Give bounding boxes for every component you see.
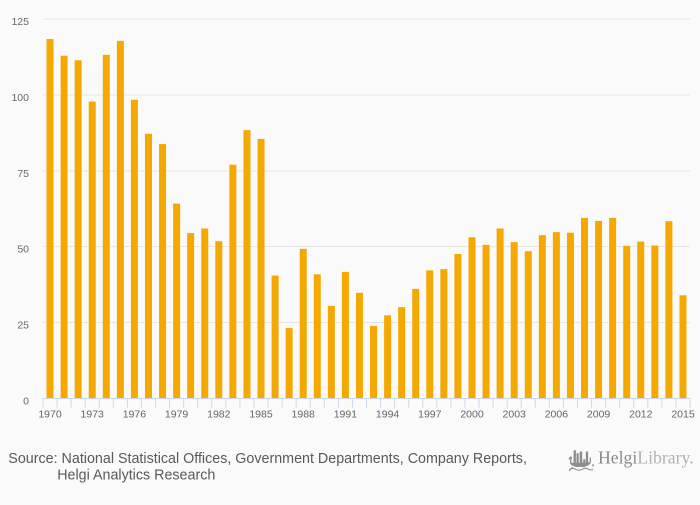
svg-text:1973: 1973 xyxy=(81,409,105,421)
svg-text:1979: 1979 xyxy=(165,409,189,421)
svg-text:1988: 1988 xyxy=(292,409,316,421)
svg-text:1982: 1982 xyxy=(207,409,231,421)
svg-text:1994: 1994 xyxy=(376,409,400,421)
svg-text:1985: 1985 xyxy=(249,409,273,421)
svg-text:1991: 1991 xyxy=(334,409,358,421)
svg-text:1970: 1970 xyxy=(38,409,62,421)
svg-text:Source: National Statistical O: Source: National Statistical Offices, Go… xyxy=(8,451,527,467)
svg-text:HelgiLibrary.: HelgiLibrary. xyxy=(598,448,694,468)
svg-text:0: 0 xyxy=(23,396,29,408)
svg-text:2012: 2012 xyxy=(629,409,653,421)
svg-text:125: 125 xyxy=(11,16,29,28)
svg-text:100: 100 xyxy=(11,92,29,104)
svg-text:2003: 2003 xyxy=(503,409,527,421)
svg-text:2000: 2000 xyxy=(460,409,484,421)
svg-text:2009: 2009 xyxy=(587,409,611,421)
svg-text:1997: 1997 xyxy=(418,409,442,421)
svg-text:25: 25 xyxy=(17,320,29,332)
svg-text:Helgi Analytics Research: Helgi Analytics Research xyxy=(57,468,215,484)
svg-text:1976: 1976 xyxy=(123,409,147,421)
svg-text:50: 50 xyxy=(17,244,29,256)
svg-text:75: 75 xyxy=(17,168,29,180)
svg-text:2006: 2006 xyxy=(545,409,569,421)
svg-text:2015: 2015 xyxy=(671,409,695,421)
